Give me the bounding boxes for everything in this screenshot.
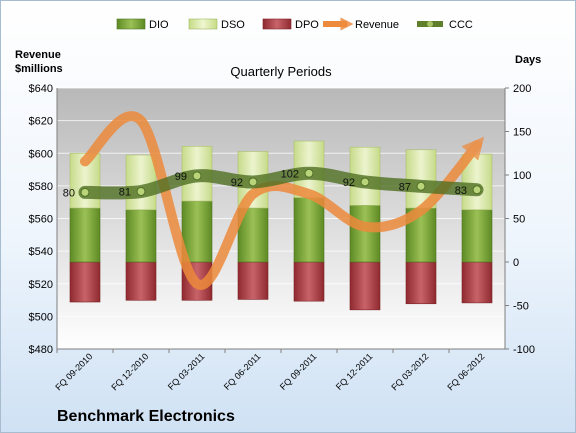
ccc-data-label: 92 — [231, 177, 243, 189]
ccc-point — [248, 177, 258, 187]
x-tick-label: FQ 09-2011 — [278, 351, 319, 392]
left-tick-label: $580 — [29, 181, 53, 193]
legend-marker-ccc — [427, 21, 433, 27]
bar-dio — [349, 205, 381, 263]
x-tick-label: FQ 12-2010 — [109, 351, 150, 392]
company-name: Benchmark Electronics — [57, 408, 235, 425]
ccc-point — [136, 187, 146, 197]
legend-label-dpo: DPO — [295, 19, 319, 31]
right-tick-label: 50 — [513, 214, 525, 226]
x-tick-label: FQ 06-2012 — [445, 351, 486, 392]
ccc-data-label: 81 — [119, 187, 131, 199]
ccc-data-label: 99 — [175, 171, 187, 183]
x-tick-label: FQ 12-2011 — [334, 351, 375, 392]
right-tick-label: -50 — [513, 301, 529, 313]
bar-dpo — [237, 261, 269, 300]
legend-label-revenue: Revenue — [355, 19, 399, 31]
ccc-point — [304, 168, 314, 178]
legend-label-dio: DIO — [149, 19, 169, 31]
ccc-data-label: 92 — [343, 177, 355, 189]
bar-dso — [125, 154, 157, 211]
left-tick-label: $640 — [29, 83, 53, 95]
left-axis-title-line2: $millions — [15, 63, 63, 75]
x-tick-label: FQ 09-2010 — [53, 351, 94, 392]
left-tick-label: $560 — [29, 214, 53, 226]
ccc-data-label: 87 — [399, 181, 411, 193]
ccc-point — [416, 181, 426, 191]
x-tick-label: FQ 06-2011 — [222, 351, 263, 392]
left-tick-label: $520 — [29, 279, 53, 291]
bar-dio — [181, 200, 213, 263]
right-tick-label: 200 — [513, 83, 531, 95]
bar-dpo — [461, 261, 493, 304]
x-tick-label: FQ 03-2012 — [389, 351, 430, 392]
ccc-data-label: 102 — [281, 168, 299, 180]
right-tick-label: 150 — [513, 127, 531, 139]
left-tick-label: $540 — [29, 246, 53, 258]
left-axis-title-line1: Revenue — [15, 49, 61, 61]
right-tick-label: 0 — [513, 257, 519, 269]
bar-dpo — [293, 261, 325, 302]
left-tick-label: $620 — [29, 116, 53, 128]
bar-dio — [69, 207, 101, 263]
chart-subtitle: Quarterly Periods — [230, 64, 332, 79]
right-axis-title: Days — [515, 54, 541, 66]
revenue-line — [80, 111, 485, 290]
bar-dpo — [349, 261, 381, 311]
ccc-data-label: 83 — [455, 185, 467, 197]
legend: DIO DSO DPO Revenue CCC — [116, 17, 473, 31]
ccc-line — [78, 166, 484, 200]
legend-label-ccc: CCC — [449, 19, 473, 31]
revenue-series — [80, 111, 485, 290]
left-tick-label: $500 — [29, 311, 53, 323]
left-tick-label: $480 — [29, 344, 53, 356]
bar-dio — [461, 209, 493, 263]
bars — [69, 140, 493, 311]
bar-dio — [125, 209, 157, 263]
ccc-point — [192, 171, 202, 181]
ccc-point — [360, 177, 370, 187]
bar-dpo — [125, 261, 157, 301]
legend-label-dso: DSO — [221, 19, 245, 31]
legend-swatch-dpo — [262, 18, 292, 30]
ccc-point — [80, 187, 90, 197]
legend-swatch-dso — [188, 18, 218, 30]
right-tick-label: 100 — [513, 170, 531, 182]
ccc-point — [472, 185, 482, 195]
ccc-series: 80 81 99 92 102 92 87 83 — [63, 166, 484, 200]
bar-dpo — [405, 261, 437, 305]
bar-dpo — [69, 261, 101, 303]
bar-dio — [293, 197, 325, 263]
right-tick-label: -100 — [513, 344, 535, 356]
legend-swatch-dio — [116, 18, 146, 30]
left-tick-label: $600 — [29, 148, 53, 160]
ccc-data-label: 80 — [63, 187, 75, 199]
x-tick-label: FQ 03-2011 — [166, 351, 207, 392]
